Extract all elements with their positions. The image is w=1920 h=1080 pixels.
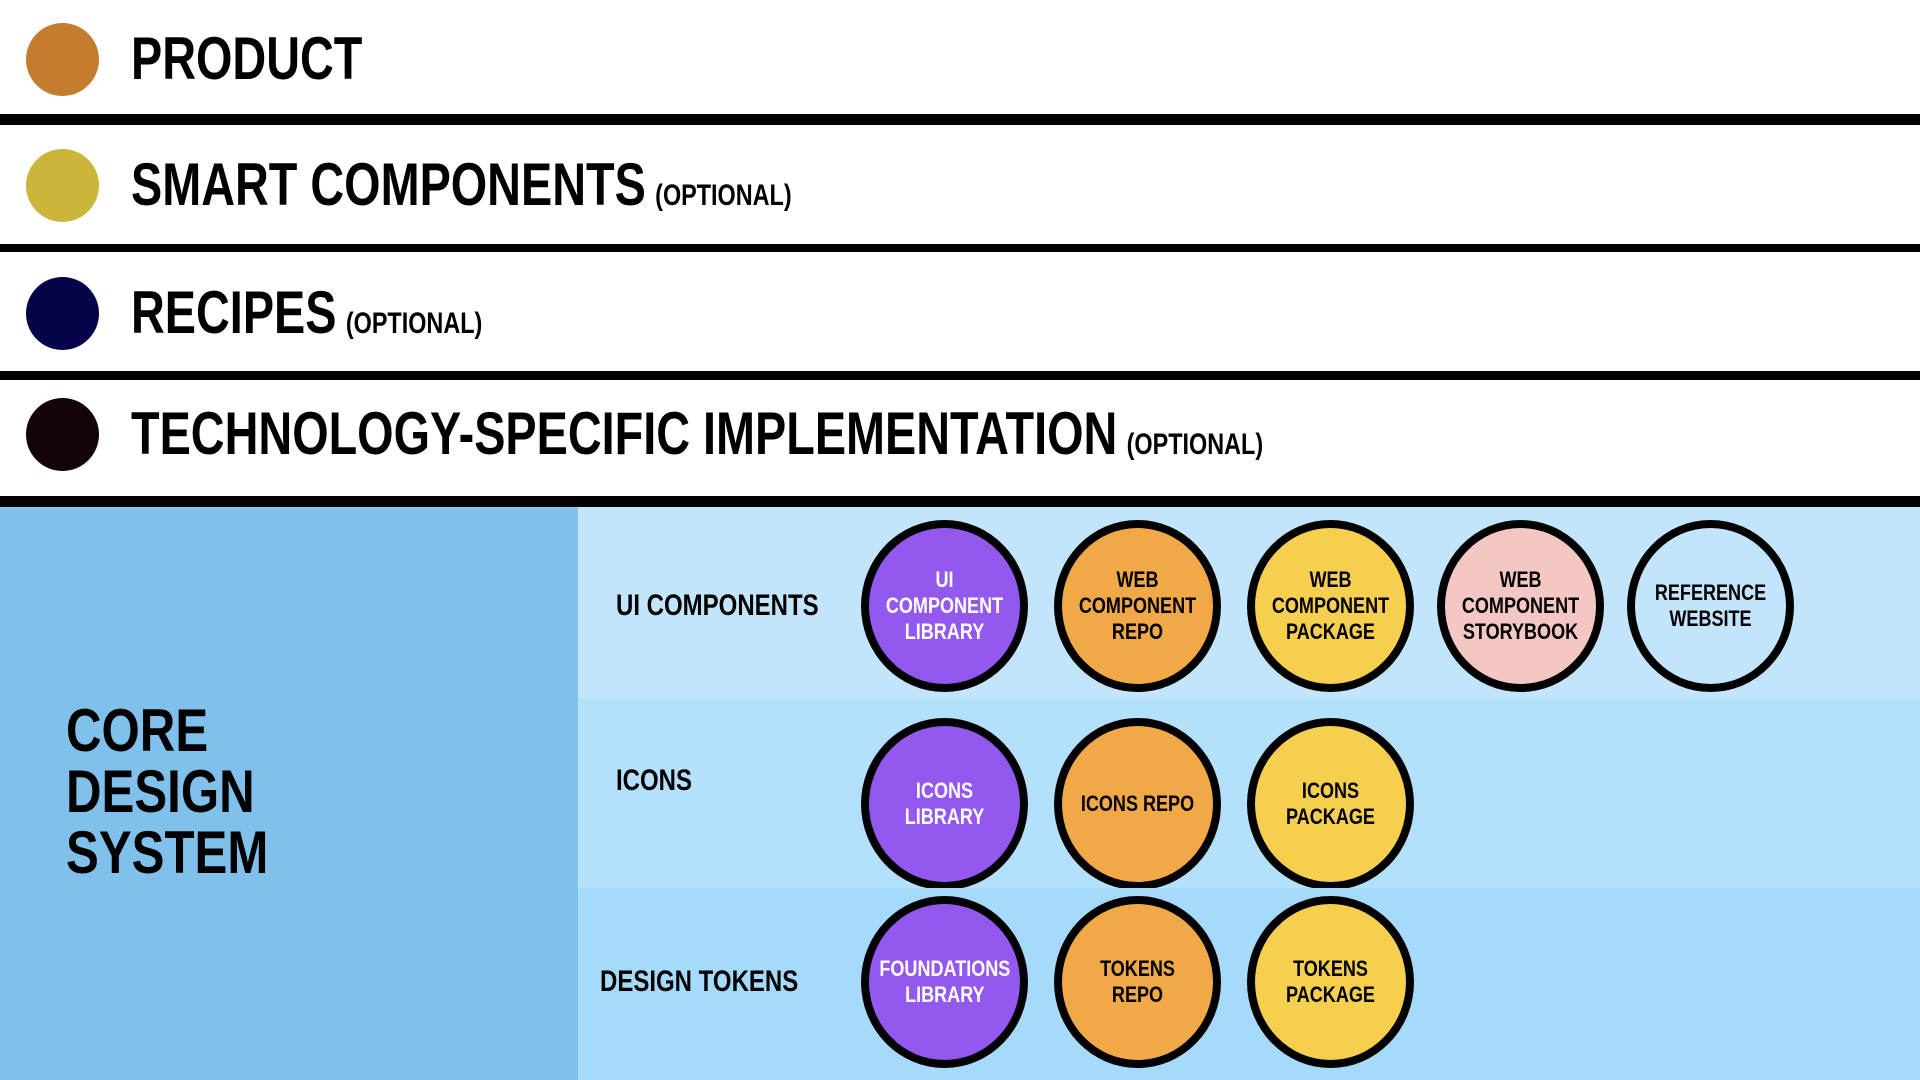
layer-title-text: PRODUCT: [131, 25, 363, 92]
optional-label: (OPTIONAL): [655, 179, 792, 212]
layer-title: RECIPES (OPTIONAL): [131, 283, 482, 354]
layer-title: SMART COMPONENTS (OPTIONAL): [131, 155, 792, 226]
artifact-label: WEB COMPONENT PACKAGE: [1271, 567, 1390, 644]
layer-dot: [26, 398, 99, 471]
layer-title-text: RECIPES: [131, 279, 337, 346]
layer-dot: [26, 149, 99, 222]
artifact-circle: FOUNDATIONS LIBRARY: [861, 896, 1028, 1068]
artifact-circle: WEB COMPONENT REPO: [1054, 520, 1221, 692]
artifact-circle: ICONS PACKAGE: [1247, 718, 1414, 890]
divider-line: [0, 371, 1920, 382]
layer-title-text: TECHNOLOGY-SPECIFIC IMPLEMENTATION: [131, 400, 1118, 467]
divider-line: [0, 496, 1920, 507]
row-label: DESIGN TOKENS: [600, 965, 799, 998]
artifact-label: WEB COMPONENT STORYBOOK: [1461, 567, 1580, 644]
divider-line: [0, 244, 1920, 255]
artifact-label: REFERENCE WEBSITE: [1654, 580, 1767, 631]
layer-title: TECHNOLOGY-SPECIFIC IMPLEMENTATION (OPTIO…: [131, 404, 1263, 475]
artifact-circle: WEB COMPONENT PACKAGE: [1247, 520, 1414, 692]
artifact-label: TOKENS REPO: [1100, 956, 1175, 1007]
artifact-circle: REFERENCE WEBSITE: [1627, 520, 1794, 692]
layer-dot: [26, 23, 99, 96]
artifact-label: UI COMPONENT LIBRARY: [885, 567, 1004, 644]
artifact-label: TOKENS PACKAGE: [1286, 956, 1375, 1007]
optional-label: (OPTIONAL): [1126, 428, 1264, 461]
artifact-circle: WEB COMPONENT STORYBOOK: [1437, 520, 1604, 692]
artifact-label: ICONS PACKAGE: [1286, 778, 1375, 829]
layer-band: [0, 380, 1920, 501]
optional-label: (OPTIONAL): [345, 307, 483, 340]
layer-band: [0, 125, 1920, 249]
core-panel: [0, 507, 578, 1080]
artifact-label: ICONS LIBRARY: [904, 778, 985, 829]
artifact-label: WEB COMPONENT REPO: [1078, 567, 1197, 644]
artifact-circle: ICONS REPO: [1054, 718, 1221, 890]
artifact-circle: UI COMPONENT LIBRARY: [861, 520, 1028, 692]
row-label: UI COMPONENTS: [616, 589, 819, 622]
divider-line: [0, 114, 1920, 125]
row-label: ICONS: [616, 764, 693, 797]
artifact-circle: TOKENS REPO: [1054, 896, 1221, 1068]
layer-band: [0, 0, 1920, 119]
layer-title-text: SMART COMPONENTS: [131, 151, 646, 218]
layer-dot: [26, 277, 99, 350]
artifact-label: ICONS REPO: [1080, 791, 1195, 816]
layer-title: PRODUCT: [131, 29, 362, 89]
artifact-label: FOUNDATIONS LIBRARY: [879, 956, 1010, 1007]
artifact-circle: TOKENS PACKAGE: [1247, 896, 1414, 1068]
layer-band: [0, 252, 1920, 376]
core-title: CORE DESIGN SYSTEM: [66, 697, 269, 886]
artifact-circle: ICONS LIBRARY: [861, 718, 1028, 890]
